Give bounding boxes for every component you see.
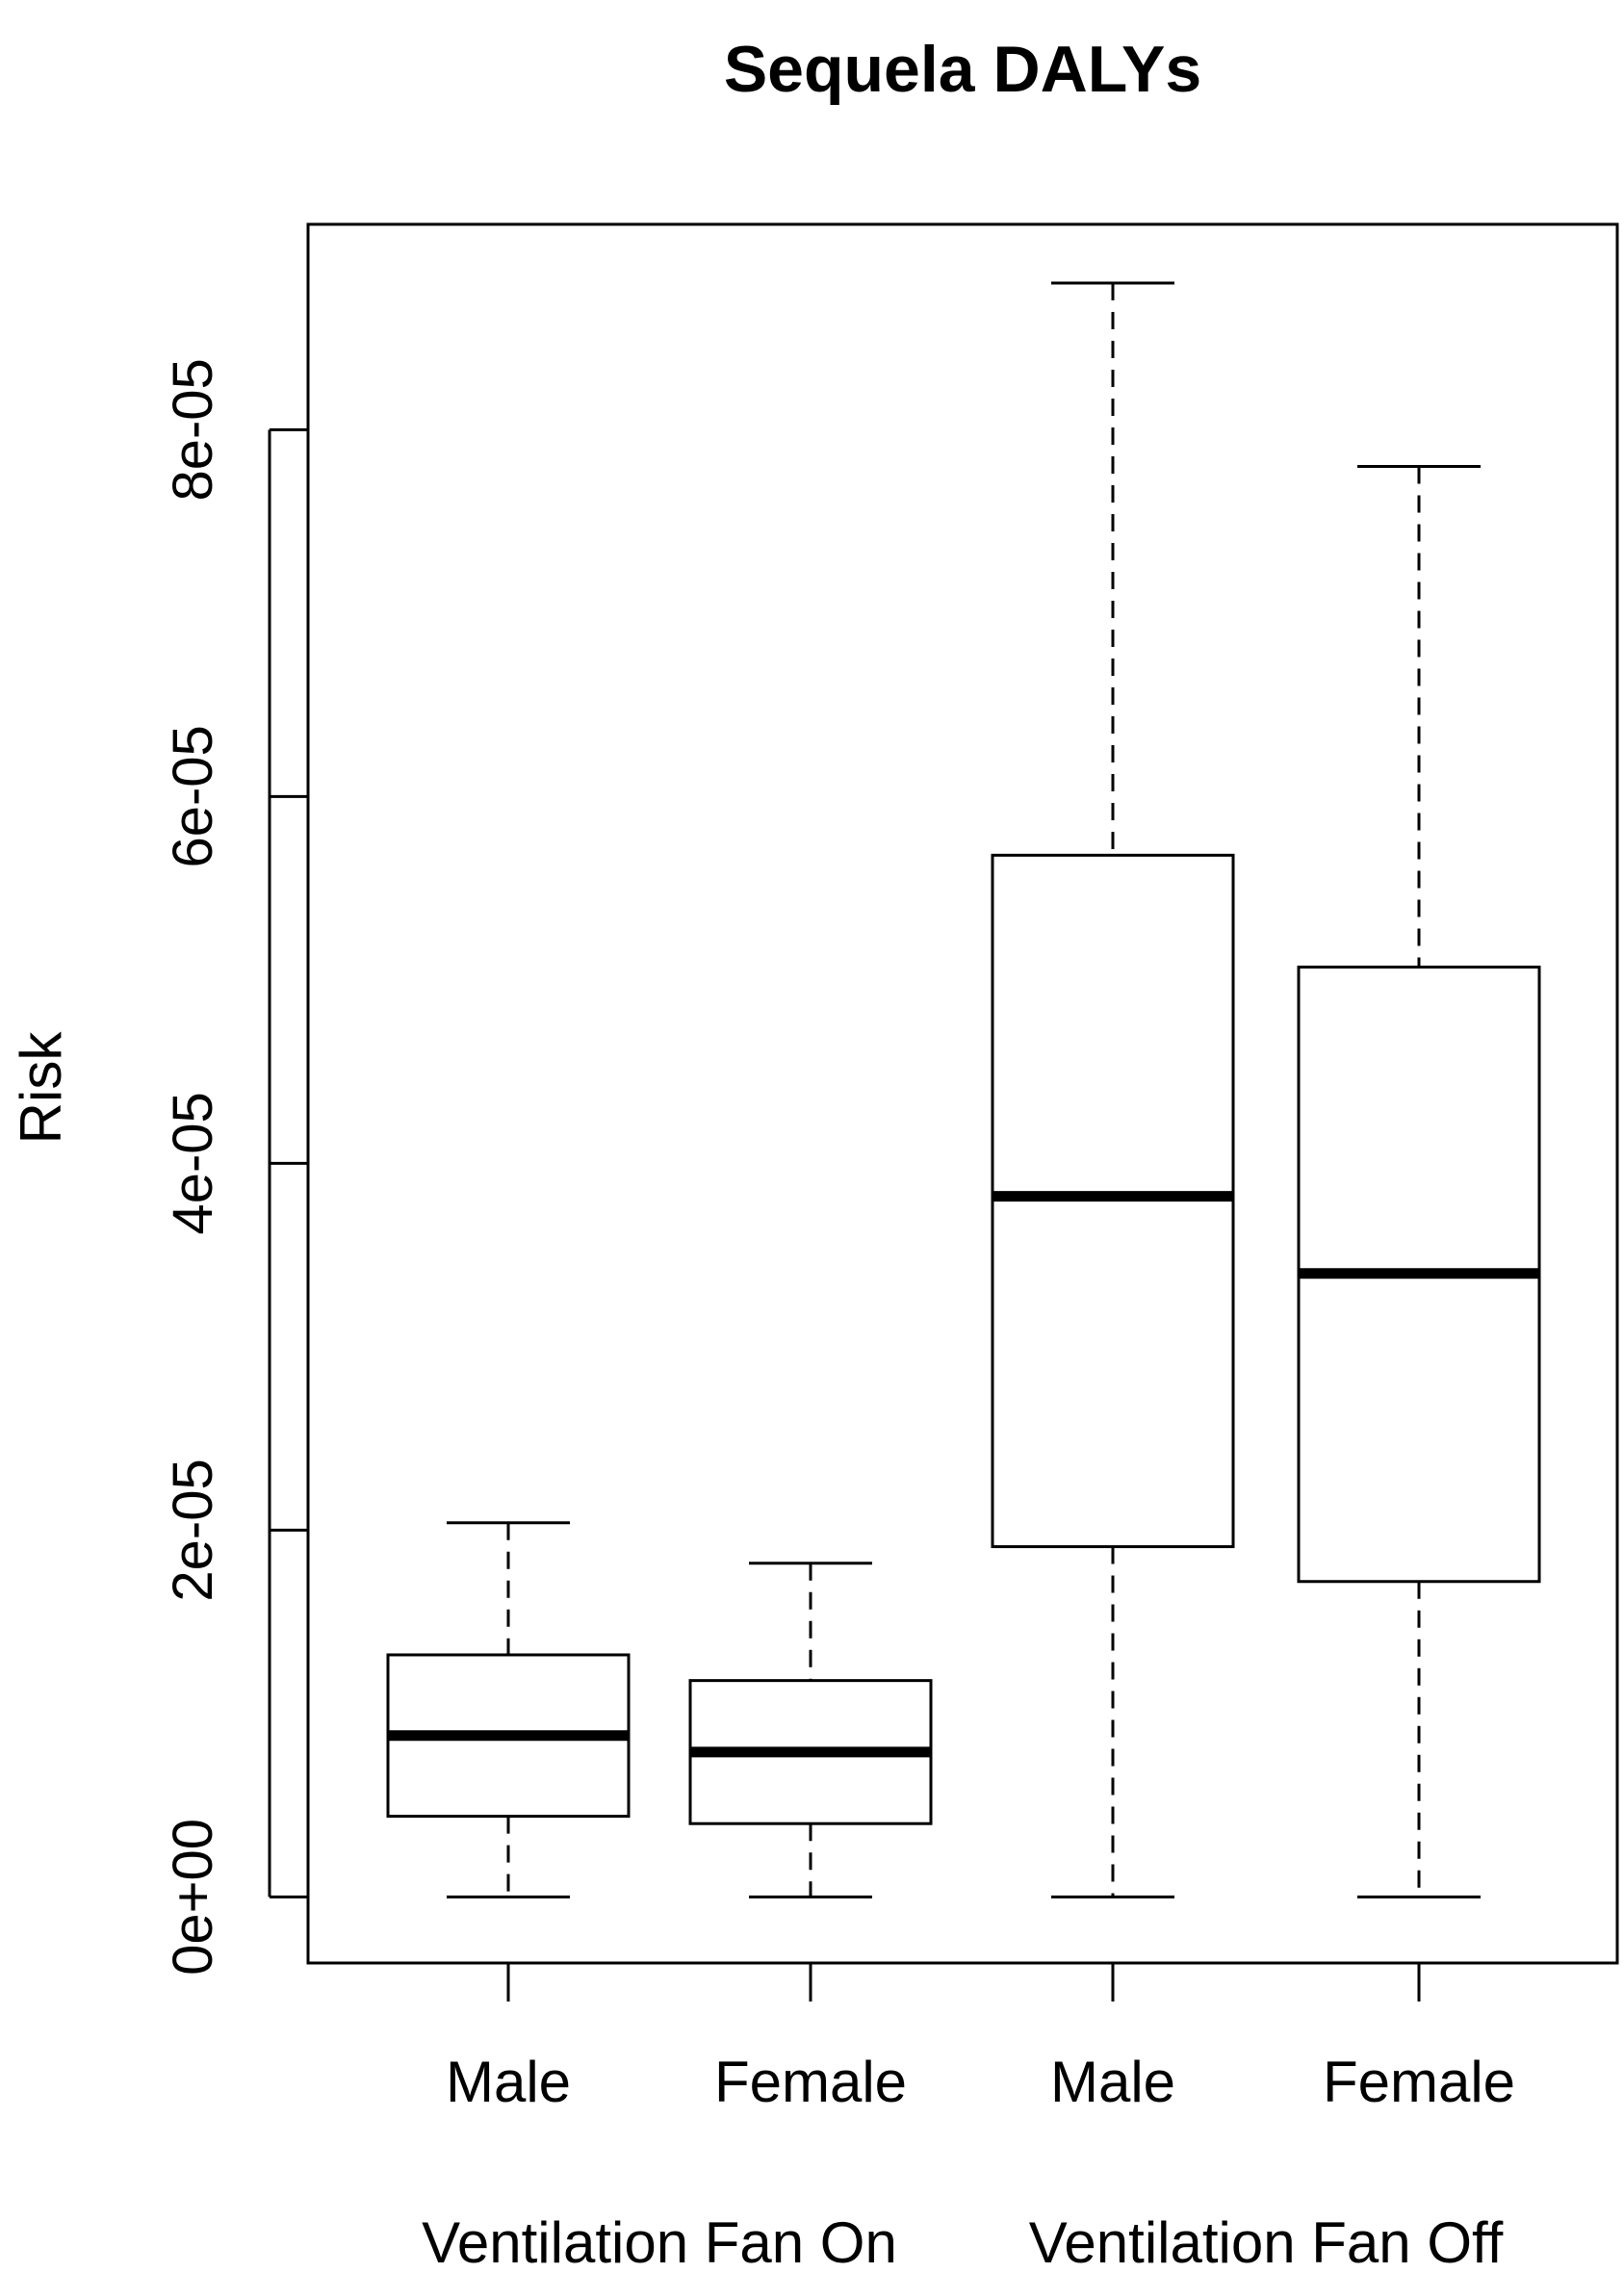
chart-title: Sequela DALYs	[724, 33, 1201, 106]
plot-frame	[306, 222, 1619, 1965]
y-tick-label: 0e+00	[162, 1819, 224, 1976]
x-tick-label: Female	[714, 2050, 907, 2114]
box-3	[991, 281, 1235, 1898]
box-4	[1297, 464, 1541, 1898]
y-tick-label: 4e-05	[162, 1092, 224, 1234]
x-tick-label: Male	[446, 2050, 571, 2114]
y-axis-label: Risk	[9, 1031, 73, 1145]
x-axis: Male Female Male Female	[446, 1963, 1515, 2114]
boxes-layer	[386, 281, 1541, 1898]
y-tick-label: 2e-05	[162, 1459, 224, 1601]
y-axis: 0e+00 2e-05 4e-05 6e-05 8e-05	[162, 358, 308, 1976]
x-tick-label: Male	[1050, 2050, 1175, 2114]
group-label: Ventilation Fan On	[422, 2210, 897, 2273]
group-labels: Ventilation Fan On Ventilation Fan Off	[422, 2210, 1503, 2273]
y-tick-label: 8e-05	[162, 358, 224, 501]
group-label: Ventilation Fan Off	[1029, 2210, 1504, 2273]
y-tick-label: 6e-05	[162, 725, 224, 867]
box-2	[688, 1562, 933, 1898]
x-tick-label: Female	[1323, 2050, 1515, 2114]
box-1	[386, 1521, 631, 1898]
